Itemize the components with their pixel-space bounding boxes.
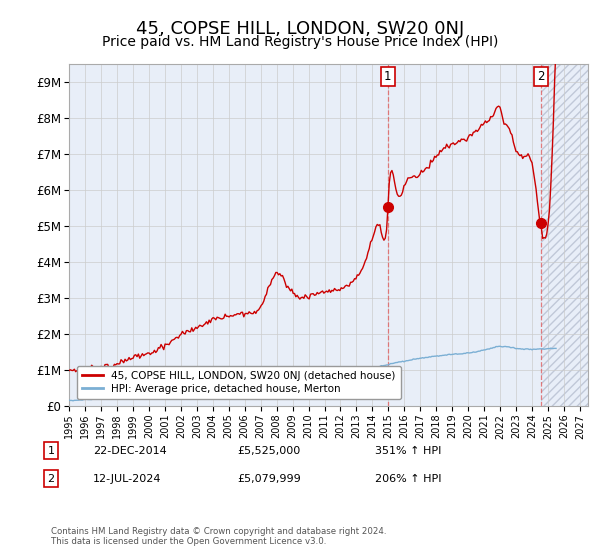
Text: 2: 2 xyxy=(47,474,55,484)
Text: 206% ↑ HPI: 206% ↑ HPI xyxy=(375,474,442,484)
Text: 12-JUL-2024: 12-JUL-2024 xyxy=(93,474,161,484)
Text: 22-DEC-2014: 22-DEC-2014 xyxy=(93,446,167,456)
Text: 2: 2 xyxy=(537,70,544,83)
Text: Contains HM Land Registry data © Crown copyright and database right 2024.
This d: Contains HM Land Registry data © Crown c… xyxy=(51,526,386,546)
Text: 1: 1 xyxy=(47,446,55,456)
Legend: 45, COPSE HILL, LONDON, SW20 0NJ (detached house), HPI: Average price, detached : 45, COPSE HILL, LONDON, SW20 0NJ (detach… xyxy=(77,366,401,399)
Bar xyxy=(541,64,588,406)
Bar xyxy=(541,64,588,406)
Text: £5,525,000: £5,525,000 xyxy=(237,446,300,456)
Text: 45, COPSE HILL, LONDON, SW20 0NJ: 45, COPSE HILL, LONDON, SW20 0NJ xyxy=(136,20,464,38)
Text: Price paid vs. HM Land Registry's House Price Index (HPI): Price paid vs. HM Land Registry's House … xyxy=(102,35,498,49)
Text: £5,079,999: £5,079,999 xyxy=(237,474,301,484)
Text: 351% ↑ HPI: 351% ↑ HPI xyxy=(375,446,442,456)
Text: 1: 1 xyxy=(384,70,392,83)
